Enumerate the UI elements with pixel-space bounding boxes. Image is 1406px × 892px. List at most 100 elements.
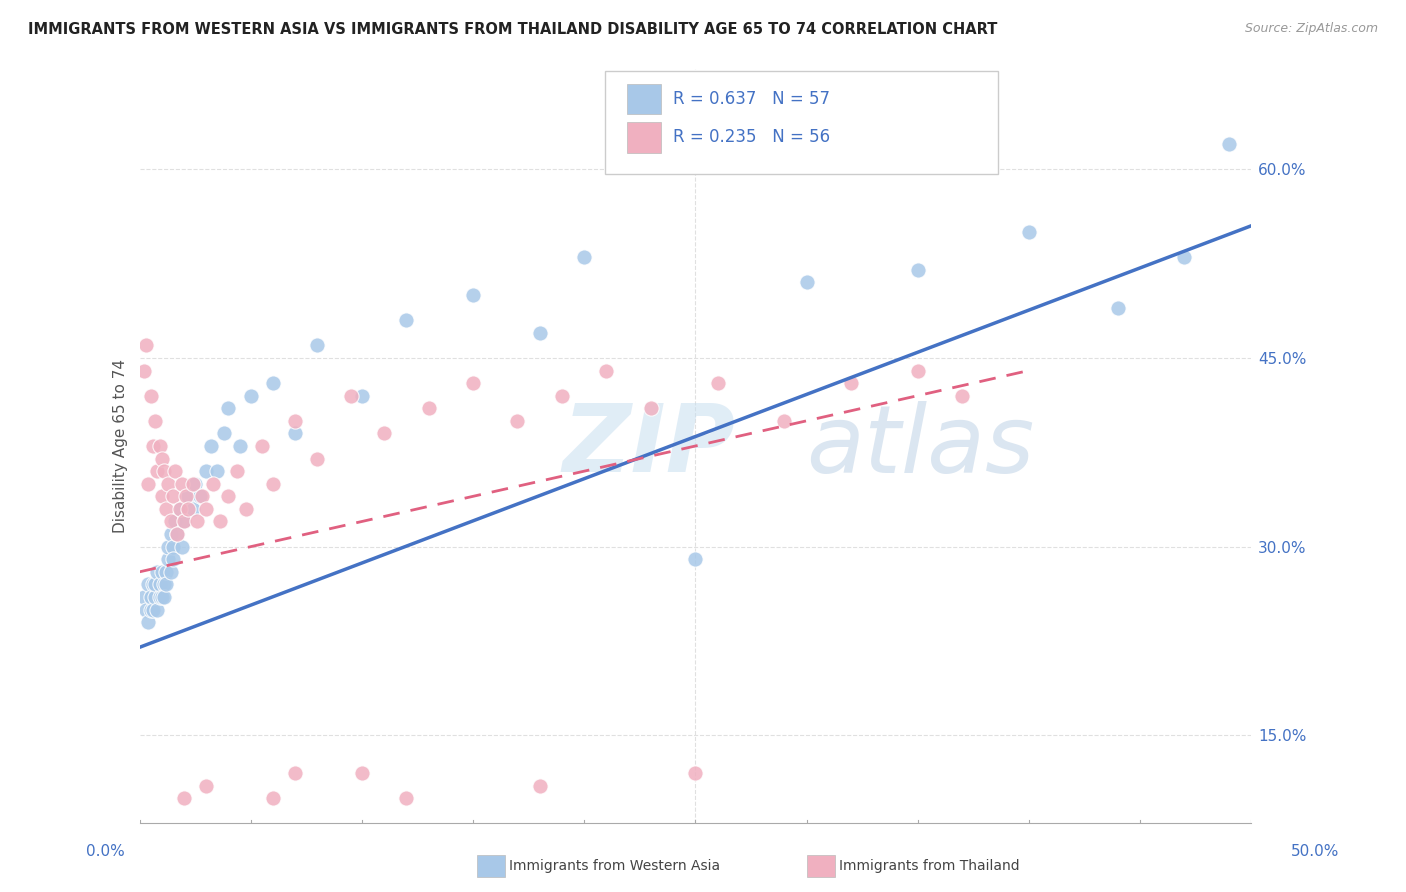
Point	[143, 577, 166, 591]
Y-axis label: Disability Age 65 to 74: Disability Age 65 to 74	[114, 359, 128, 533]
Point	[132, 363, 155, 377]
Point	[135, 338, 157, 352]
Point	[773, 414, 796, 428]
Point	[250, 439, 273, 453]
Point	[551, 389, 574, 403]
Point	[574, 250, 596, 264]
Point	[907, 363, 929, 377]
Point	[201, 476, 224, 491]
Point	[157, 540, 180, 554]
Point	[143, 414, 166, 428]
Point	[1218, 136, 1240, 151]
Point	[373, 426, 395, 441]
Point	[529, 326, 551, 340]
Point	[139, 602, 162, 616]
Point	[706, 376, 728, 390]
Point	[191, 489, 214, 503]
Point	[155, 577, 177, 591]
Point	[155, 565, 177, 579]
Point	[188, 489, 211, 503]
Point	[339, 389, 361, 403]
Point	[461, 376, 484, 390]
Point	[150, 590, 173, 604]
Point	[165, 464, 187, 478]
Point	[461, 288, 484, 302]
Point	[155, 502, 177, 516]
Point	[200, 439, 222, 453]
Point	[177, 502, 200, 516]
Point	[212, 426, 235, 441]
Point	[307, 338, 329, 352]
Point	[174, 489, 197, 503]
Point	[307, 451, 329, 466]
Point	[165, 515, 187, 529]
Point	[186, 515, 208, 529]
Point	[169, 502, 191, 516]
Point	[135, 602, 157, 616]
Text: Immigrants from Thailand: Immigrants from Thailand	[839, 859, 1019, 873]
Point	[142, 439, 165, 453]
Point	[1018, 225, 1040, 239]
Point	[262, 376, 284, 390]
Point	[529, 779, 551, 793]
Point	[195, 502, 218, 516]
Point	[159, 527, 181, 541]
Point	[142, 577, 165, 591]
Point	[153, 590, 176, 604]
Point	[350, 766, 373, 780]
Point	[157, 552, 180, 566]
Point	[685, 552, 707, 566]
Point	[162, 552, 184, 566]
Text: Immigrants from Western Asia: Immigrants from Western Asia	[509, 859, 720, 873]
Point	[181, 502, 204, 516]
Point	[640, 401, 662, 416]
Point	[228, 439, 250, 453]
Point	[235, 502, 257, 516]
Point	[226, 464, 249, 478]
Point	[170, 476, 193, 491]
Point	[262, 791, 284, 805]
Point	[184, 476, 207, 491]
Point	[170, 540, 193, 554]
Point	[1173, 250, 1195, 264]
Point	[132, 590, 155, 604]
Point	[350, 389, 373, 403]
Point	[181, 476, 204, 491]
Point	[139, 590, 162, 604]
Point	[148, 439, 170, 453]
Point	[173, 791, 195, 805]
Text: R = 0.235   N = 56: R = 0.235 N = 56	[673, 128, 831, 146]
Point	[284, 414, 307, 428]
Point	[166, 527, 188, 541]
Point	[506, 414, 529, 428]
Point	[839, 376, 862, 390]
Point	[139, 389, 162, 403]
Point	[153, 577, 176, 591]
Point	[395, 791, 418, 805]
Point	[138, 615, 160, 629]
Text: atlas: atlas	[807, 401, 1035, 491]
Point	[157, 476, 180, 491]
Point	[395, 313, 418, 327]
Point	[173, 515, 195, 529]
Point	[159, 515, 181, 529]
Point	[138, 476, 160, 491]
Point	[195, 779, 218, 793]
Point	[169, 502, 191, 516]
Point	[418, 401, 440, 416]
Point	[195, 464, 218, 478]
Text: Source: ZipAtlas.com: Source: ZipAtlas.com	[1244, 22, 1378, 36]
Point	[150, 489, 173, 503]
Point	[143, 590, 166, 604]
Point	[166, 527, 188, 541]
Text: 50.0%: 50.0%	[1291, 845, 1339, 859]
Point	[159, 565, 181, 579]
Point	[138, 577, 160, 591]
Point	[284, 426, 307, 441]
Point	[150, 451, 173, 466]
Point	[595, 363, 617, 377]
Point	[907, 263, 929, 277]
Point	[796, 276, 818, 290]
Point	[1107, 301, 1129, 315]
Point	[207, 464, 229, 478]
